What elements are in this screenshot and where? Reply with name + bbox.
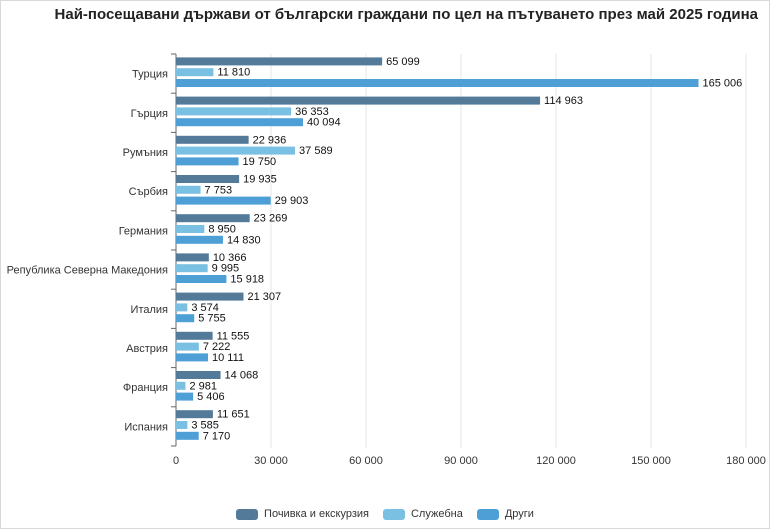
data-label: 37 589 bbox=[299, 145, 333, 157]
data-label: 11 810 bbox=[217, 67, 250, 79]
data-label: 65 099 bbox=[386, 56, 420, 68]
bar-1 bbox=[176, 331, 213, 340]
bar-2 bbox=[176, 68, 214, 77]
data-label: 19 750 bbox=[243, 156, 277, 168]
bar-3 bbox=[176, 314, 195, 323]
bar-3 bbox=[176, 118, 303, 127]
bar-2 bbox=[176, 303, 188, 312]
bar-2 bbox=[176, 381, 186, 390]
data-label: 11 651 bbox=[217, 409, 250, 421]
x-tick-label: 120 000 bbox=[536, 455, 576, 467]
legend-swatch bbox=[236, 508, 259, 520]
x-tick-label: 0 bbox=[173, 455, 179, 467]
data-label: 29 903 bbox=[275, 195, 309, 207]
category-label: Гърция bbox=[131, 108, 168, 120]
data-label: 3 574 bbox=[191, 302, 219, 314]
legend-swatch bbox=[382, 508, 405, 520]
bar-chart: 0 30 000 60 000 90 000 120 000 150 000 180 000… bbox=[7, 53, 766, 467]
data-label: 14 068 bbox=[225, 370, 259, 382]
data-label: 11 555 bbox=[217, 330, 250, 342]
data-label: 40 094 bbox=[307, 117, 341, 129]
category-label: Испания bbox=[124, 421, 168, 433]
data-label: 7 170 bbox=[203, 430, 231, 442]
bar-3 bbox=[176, 353, 209, 362]
bar-3 bbox=[176, 235, 223, 244]
legend-item[interactable]: Служебна bbox=[382, 508, 463, 520]
bar-1 bbox=[176, 214, 250, 223]
data-label: 22 936 bbox=[253, 134, 287, 146]
data-label: 3 585 bbox=[191, 420, 219, 432]
legend-swatch bbox=[476, 508, 499, 520]
bar-2 bbox=[176, 146, 296, 155]
bar-3 bbox=[176, 196, 271, 205]
category-label: Турция bbox=[132, 69, 168, 81]
data-label: 5 406 bbox=[197, 391, 225, 403]
bar-1 bbox=[176, 57, 383, 66]
data-label: 21 307 bbox=[247, 291, 281, 303]
legend-label: Почивка и екскурзия bbox=[264, 508, 369, 520]
data-label: 114 963 bbox=[544, 95, 583, 107]
legend-item[interactable]: Други bbox=[476, 508, 534, 520]
category-label: Италия bbox=[131, 304, 169, 316]
data-label: 2 981 bbox=[189, 380, 217, 392]
data-label: 5 755 bbox=[198, 313, 226, 325]
bar-3 bbox=[176, 392, 194, 401]
x-tick-label: 90 000 bbox=[444, 455, 478, 467]
bar-2 bbox=[176, 107, 292, 116]
data-label: 9 995 bbox=[212, 263, 240, 275]
bar-3 bbox=[176, 275, 227, 283]
bar-1 bbox=[176, 175, 240, 183]
data-label: 15 918 bbox=[230, 274, 264, 286]
legend-item[interactable]: Почивка и екскурзия bbox=[236, 508, 369, 520]
data-label: 7 753 bbox=[205, 184, 233, 196]
bar-2 bbox=[176, 264, 208, 273]
data-label: 7 222 bbox=[203, 341, 231, 353]
data-label: 14 830 bbox=[227, 234, 261, 246]
x-tick-label: 60 000 bbox=[349, 455, 383, 467]
category-label: Република Северна Македония bbox=[7, 265, 168, 277]
data-label: 19 935 bbox=[243, 174, 277, 186]
bar-1 bbox=[176, 135, 249, 144]
legend-label: Служебна bbox=[410, 508, 463, 520]
bar-1 bbox=[176, 371, 221, 379]
category-label: Румъния bbox=[123, 147, 168, 159]
data-label: 23 269 bbox=[254, 213, 288, 225]
bar-3 bbox=[176, 157, 239, 166]
legend-label: Други bbox=[504, 508, 534, 520]
chart-title: Най-посещавани държави от български граж… bbox=[54, 6, 758, 23]
category-label: Франция bbox=[123, 382, 168, 394]
bar-1 bbox=[176, 253, 209, 262]
legend: Почивка и екскурзия Служебна Други bbox=[0, 508, 770, 520]
data-label: 10 366 bbox=[213, 252, 247, 264]
bar-2 bbox=[176, 342, 199, 351]
data-label: 36 353 bbox=[295, 106, 329, 118]
data-label: 8 950 bbox=[208, 224, 236, 236]
bar-2 bbox=[176, 225, 205, 233]
bar-1 bbox=[176, 410, 213, 419]
x-tick-label: 30 000 bbox=[254, 455, 288, 467]
category-label: Австрия bbox=[126, 343, 168, 355]
category-label: Сърбия bbox=[129, 186, 168, 198]
bar-2 bbox=[176, 185, 201, 194]
bar-1 bbox=[176, 96, 541, 105]
data-label: 165 006 bbox=[703, 78, 743, 90]
data-label: 10 111 bbox=[212, 352, 244, 364]
category-label: Германия bbox=[119, 225, 168, 237]
x-tick-label: 180 000 bbox=[726, 455, 766, 467]
bar-2 bbox=[176, 421, 188, 429]
x-tick-label: 150 000 bbox=[631, 455, 671, 467]
bar-3 bbox=[176, 431, 199, 440]
bar-1 bbox=[176, 292, 244, 301]
bar-3 bbox=[176, 79, 699, 87]
